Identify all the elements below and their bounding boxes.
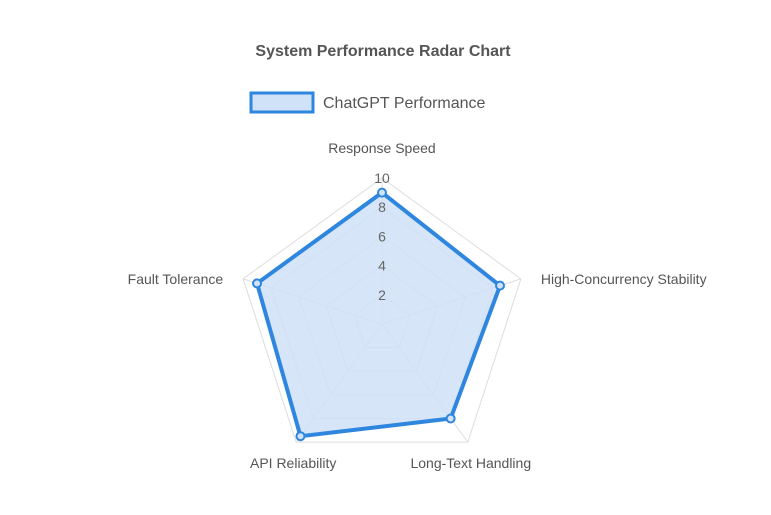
legend-label: ChatGPT Performance [323,95,486,112]
data-point [295,431,306,442]
radar-ticks: 2 4 6 8 10 [374,170,390,303]
data-point [495,280,506,291]
axis-label: Long-Text Handling [410,455,531,471]
grid-ring [242,177,522,443]
axis-label: Fault Tolerance [128,271,224,287]
axis-label: High-Concurrency Stability [541,271,707,287]
tick-label: 8 [378,199,386,215]
data-point [445,413,456,424]
tick-label: 6 [378,228,386,244]
legend[interactable]: ChatGPT Performance [249,91,486,114]
axis-label: API Reliability [250,455,336,471]
axis-label: Response Speed [328,140,435,156]
series-area [254,190,503,439]
radar-series [252,187,506,442]
data-point [377,187,387,198]
tick-label: 4 [378,258,386,274]
radar-axis-labels: Response Speed High-Concurrency Stability… [128,140,707,471]
chart-title: System Performance Radar Chart [255,43,511,60]
data-point [252,278,263,289]
legend-swatch [249,91,315,114]
tick-label: 10 [374,170,390,186]
tick-label: 2 [378,287,386,303]
